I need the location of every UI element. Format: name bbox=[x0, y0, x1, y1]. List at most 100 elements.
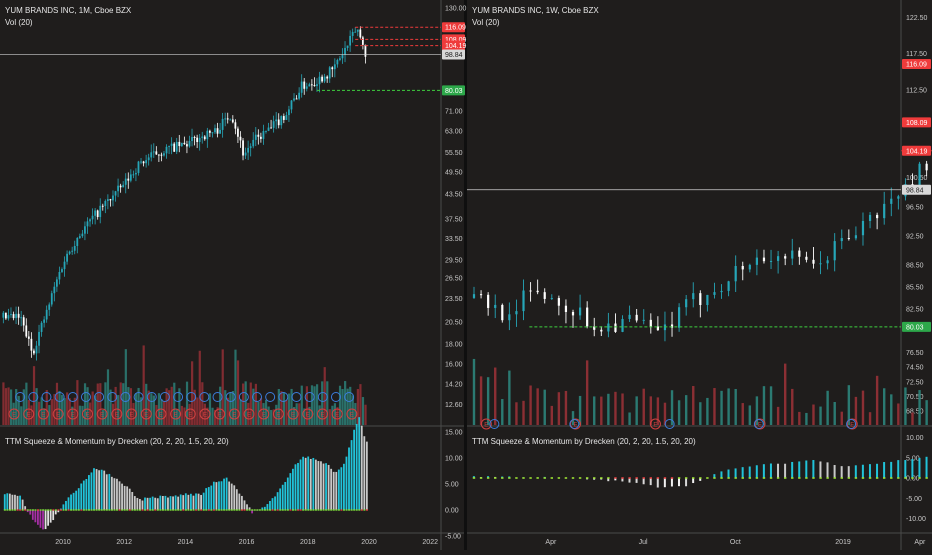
squeeze-dot bbox=[494, 477, 496, 479]
squeeze-dot bbox=[678, 477, 680, 479]
squeeze-dot bbox=[791, 477, 793, 479]
momentum-bar bbox=[134, 496, 136, 510]
candle-body bbox=[81, 234, 83, 237]
momentum-bar bbox=[735, 468, 737, 478]
candle-body bbox=[206, 131, 208, 139]
volume-bar bbox=[150, 393, 152, 425]
volume-bar bbox=[544, 390, 546, 425]
squeeze-dot bbox=[221, 509, 223, 510]
candle-body bbox=[148, 157, 150, 160]
squeeze-dot bbox=[187, 509, 189, 510]
volume-bar bbox=[10, 389, 12, 425]
candle-body bbox=[303, 82, 305, 89]
volume-bar bbox=[79, 406, 81, 425]
squeeze-dot bbox=[699, 477, 701, 479]
volume-bar bbox=[211, 408, 213, 425]
candle-body bbox=[41, 323, 43, 332]
candle-body bbox=[890, 199, 892, 204]
price-tick: 82.50 bbox=[906, 306, 924, 313]
volume-bar bbox=[883, 388, 885, 425]
price-tick: 37.50 bbox=[445, 217, 463, 224]
volume-bar bbox=[232, 391, 234, 425]
earnings-marker-label: E bbox=[159, 413, 163, 419]
squeeze-dot bbox=[925, 477, 927, 479]
momentum-bar bbox=[131, 492, 133, 510]
squeeze-dot bbox=[60, 509, 62, 510]
resistance-price-label: 116.09 bbox=[906, 62, 927, 69]
candle-body bbox=[344, 48, 346, 55]
squeeze-dot bbox=[749, 477, 751, 479]
momentum-bar bbox=[147, 498, 149, 510]
volume-bar bbox=[117, 395, 119, 425]
momentum-bar bbox=[193, 496, 195, 510]
candle-body bbox=[18, 314, 20, 318]
candle-body bbox=[586, 308, 588, 327]
squeeze-dot bbox=[869, 477, 871, 479]
candle-body bbox=[5, 313, 7, 319]
squeeze-dot bbox=[315, 509, 317, 510]
squeeze-dot bbox=[777, 477, 779, 479]
volume-bar bbox=[222, 349, 224, 425]
candle-body bbox=[222, 119, 224, 130]
volume-bar bbox=[326, 381, 328, 425]
momentum-bar bbox=[911, 459, 913, 478]
candle-body bbox=[357, 30, 359, 32]
momentum-bar bbox=[185, 493, 187, 510]
volume-bar bbox=[7, 387, 9, 425]
squeeze-dot bbox=[621, 477, 623, 479]
volume-bar bbox=[344, 381, 346, 425]
squeeze-dot bbox=[108, 509, 110, 510]
squeeze-dot bbox=[200, 509, 202, 510]
volume-bar bbox=[643, 389, 645, 425]
momentum-bar bbox=[221, 481, 223, 510]
candle-body bbox=[232, 119, 234, 122]
momentum-bar bbox=[172, 496, 174, 510]
candle-body bbox=[324, 77, 326, 82]
momentum-bar bbox=[338, 470, 340, 510]
squeeze-dot bbox=[216, 509, 218, 510]
earnings-marker-label: E bbox=[247, 413, 251, 419]
momentum-bar bbox=[63, 504, 65, 510]
squeeze-dot bbox=[328, 509, 330, 510]
candle-body bbox=[308, 84, 310, 86]
momentum-bar bbox=[6, 493, 8, 510]
candle-body bbox=[522, 290, 524, 311]
price-tick: 130.00 bbox=[445, 6, 467, 13]
candle-body bbox=[720, 291, 722, 292]
momentum-bar bbox=[300, 459, 302, 510]
momentum-bar bbox=[93, 468, 95, 510]
volume-bar bbox=[316, 384, 318, 425]
volume-bar bbox=[819, 407, 821, 425]
momentum-bar bbox=[267, 504, 269, 510]
volume-bar bbox=[364, 405, 366, 425]
squeeze-dot bbox=[366, 509, 368, 510]
squeeze-dot bbox=[205, 509, 207, 510]
momentum-bar bbox=[78, 488, 80, 510]
candle-body bbox=[36, 346, 38, 354]
squeeze-dot bbox=[356, 509, 358, 510]
volume-bar bbox=[833, 402, 835, 425]
volume-bar bbox=[742, 403, 744, 425]
volume-bar bbox=[607, 394, 609, 425]
volume-bar bbox=[283, 392, 285, 425]
squeeze-dot bbox=[274, 509, 276, 510]
squeeze-dot bbox=[152, 509, 154, 510]
momentum-bar bbox=[292, 469, 294, 510]
candle-body bbox=[692, 293, 694, 299]
candle-body bbox=[43, 319, 45, 322]
candle-body bbox=[855, 235, 857, 238]
squeeze-dot bbox=[361, 509, 363, 510]
momentum-bar bbox=[111, 477, 113, 510]
squeeze-dot bbox=[544, 477, 546, 479]
candle-body bbox=[316, 84, 318, 86]
candle-body bbox=[319, 77, 321, 85]
momentum-bar bbox=[121, 484, 123, 510]
momentum-bar bbox=[32, 510, 34, 520]
indicator-tick: -5.00 bbox=[445, 534, 461, 541]
candle-body bbox=[99, 206, 101, 217]
candle-body bbox=[189, 141, 191, 146]
momentum-bar bbox=[216, 482, 218, 510]
candle-body bbox=[15, 314, 17, 318]
squeeze-dot bbox=[251, 509, 253, 510]
candle-body bbox=[229, 119, 231, 120]
